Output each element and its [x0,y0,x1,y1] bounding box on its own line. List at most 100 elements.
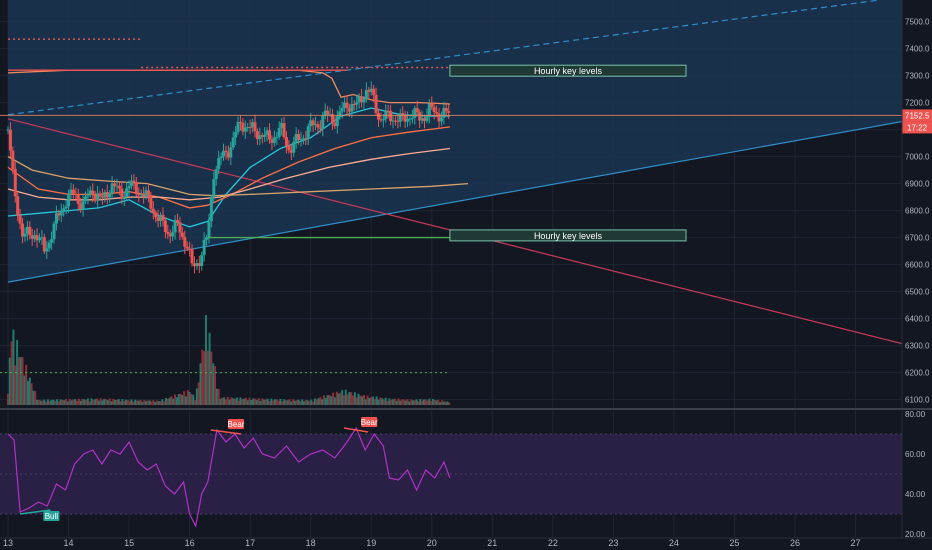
volume-bar [130,399,133,405]
candle-body [326,110,330,115]
candle-body [323,110,327,116]
volume-bar [224,399,227,405]
volume-bar [77,398,80,405]
candle-body [432,107,436,113]
price-axis[interactable]: 7500.07400.07300.07200.07100.07000.06900… [902,0,932,539]
candle-body [270,139,274,143]
volume-bar [90,398,93,405]
volume-bar [184,396,187,405]
candle-body [355,102,359,105]
candle-body [367,89,371,92]
candle-body [231,137,235,148]
candle-body [188,248,192,250]
candle-body [28,226,32,236]
volume-bar [243,398,246,405]
price-tick-label: 6600.0 [905,261,930,270]
volume-bar [332,392,335,405]
volume-bar [366,395,369,405]
candle-body [91,190,95,195]
volume-bar [141,401,144,405]
candle-body [13,168,17,197]
candle-body [108,193,112,198]
volume-bar [275,399,278,405]
volume-bar [105,399,108,405]
candle-body [379,119,383,121]
volume-bar [170,396,173,405]
candle-body [67,194,71,207]
volume-bar [66,401,69,405]
candle-body [125,188,129,197]
volume-bar [119,401,122,405]
candle-body [120,188,124,200]
candle-body [110,183,114,194]
volume-bar [23,375,26,405]
candle-body [180,232,184,237]
volume-bar [112,398,115,405]
bear-label: Bear [228,420,245,429]
candle-body [330,114,334,123]
candle-body [255,131,259,140]
key-level-label: Hourly key levels [534,231,603,241]
price-tick-label: 6400.0 [905,315,930,324]
volume-bar [442,401,445,405]
candle-body [86,195,90,197]
volume-bar [214,366,217,405]
candle-body [287,145,291,151]
candle-body [209,197,213,222]
time-tick-label: 17 [245,538,255,548]
key-level-label-box [449,229,687,242]
volume-bar [163,401,166,405]
volume-bar [92,399,95,405]
candle-body [149,194,153,209]
candle-body [134,182,138,195]
volume-bar [330,396,333,405]
volume-bar [244,398,247,405]
volume-bar [148,400,151,405]
countdown-tag [902,121,932,134]
volume-bar [348,391,351,405]
bull-divergence-line [20,509,51,515]
candle-body [343,102,347,109]
volume-bar [110,401,113,405]
volume-bar [315,399,318,405]
candle-body [272,137,276,143]
volume-bar [401,399,404,405]
volume-bar [261,398,264,405]
volume-bar [108,398,111,405]
bear-label-box [228,419,245,429]
candle-body [54,213,58,224]
candle-body [42,237,46,252]
candle-body [37,237,41,241]
volume-bar [57,401,60,405]
candle-body [386,110,390,112]
volume-bar [59,399,62,405]
volume-bar [390,399,393,405]
current-price-label: 7152.5 [905,111,930,120]
volume-bar [43,399,46,405]
candle-body [81,201,85,210]
volume-bar [50,399,53,405]
volume-bar [70,400,73,405]
volume-bar [81,398,84,405]
volume-bar [312,401,315,405]
price-axis-background [902,0,932,538]
volume-bar [419,399,422,405]
candle-body [275,136,279,138]
volume-bar [373,399,376,405]
volume-bar [283,399,286,405]
volume-bar [28,377,31,405]
volume-bar [417,401,420,405]
candle-body [156,217,160,221]
volume-bar [319,397,322,405]
candle-body [314,124,318,126]
candle-body [328,114,332,116]
volume-bar [431,399,434,405]
candle-body [360,96,364,103]
volume-bar [306,400,309,405]
candle-body [144,190,148,197]
candle-body [268,130,272,140]
volume-bar [388,398,391,405]
price-tick-label: 7300.0 [905,72,930,81]
volume-bar [10,341,13,405]
